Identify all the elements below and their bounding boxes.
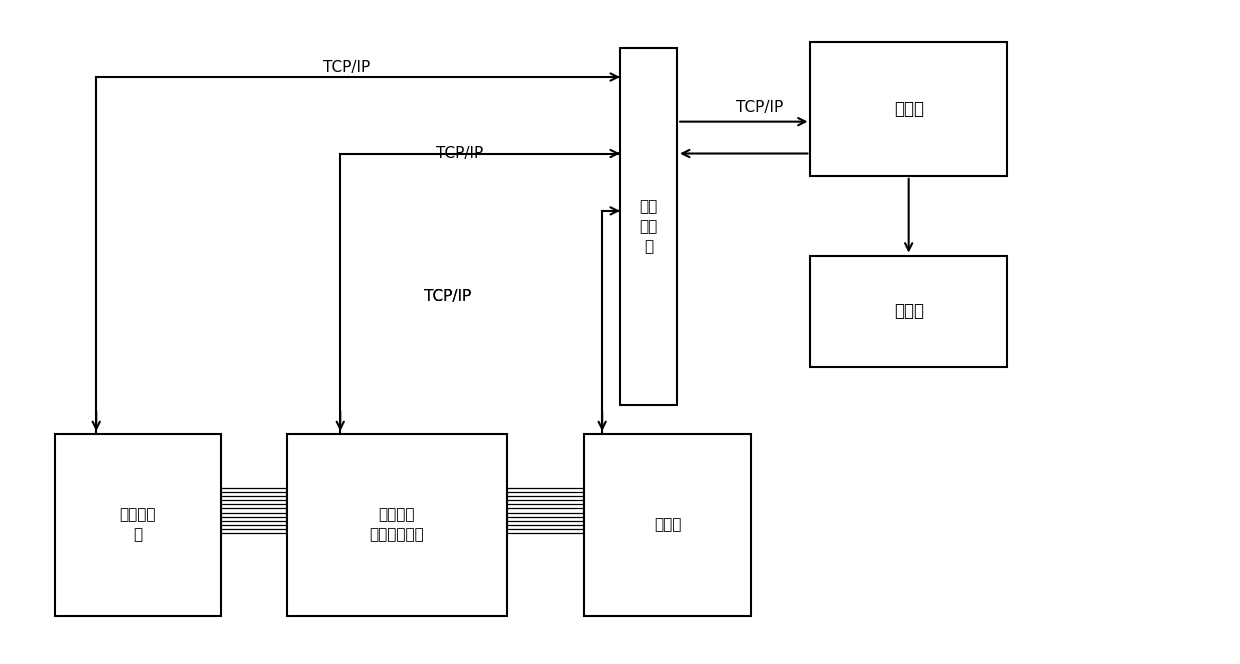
Bar <box>620 48 677 405</box>
Bar <box>811 256 1007 367</box>
Text: TCP/IP: TCP/IP <box>735 100 782 115</box>
Text: TCP/IP: TCP/IP <box>435 146 482 161</box>
Text: 被测设备
（配电终端）: 被测设备 （配电终端） <box>370 507 424 542</box>
Bar <box>286 434 507 616</box>
Text: 网络
交换
机: 网络 交换 机 <box>640 199 657 254</box>
Text: TCP/IP: TCP/IP <box>424 290 471 304</box>
Text: TCP/IP: TCP/IP <box>424 290 471 304</box>
Text: 打印机: 打印机 <box>894 302 924 320</box>
Text: 模拟断路
器: 模拟断路 器 <box>119 507 156 542</box>
Bar <box>811 42 1007 176</box>
Text: TCP/IP: TCP/IP <box>322 60 370 75</box>
Text: 服务器: 服务器 <box>894 100 924 118</box>
Text: 标准源: 标准源 <box>653 517 681 533</box>
Bar <box>55 434 221 616</box>
Bar <box>584 434 751 616</box>
